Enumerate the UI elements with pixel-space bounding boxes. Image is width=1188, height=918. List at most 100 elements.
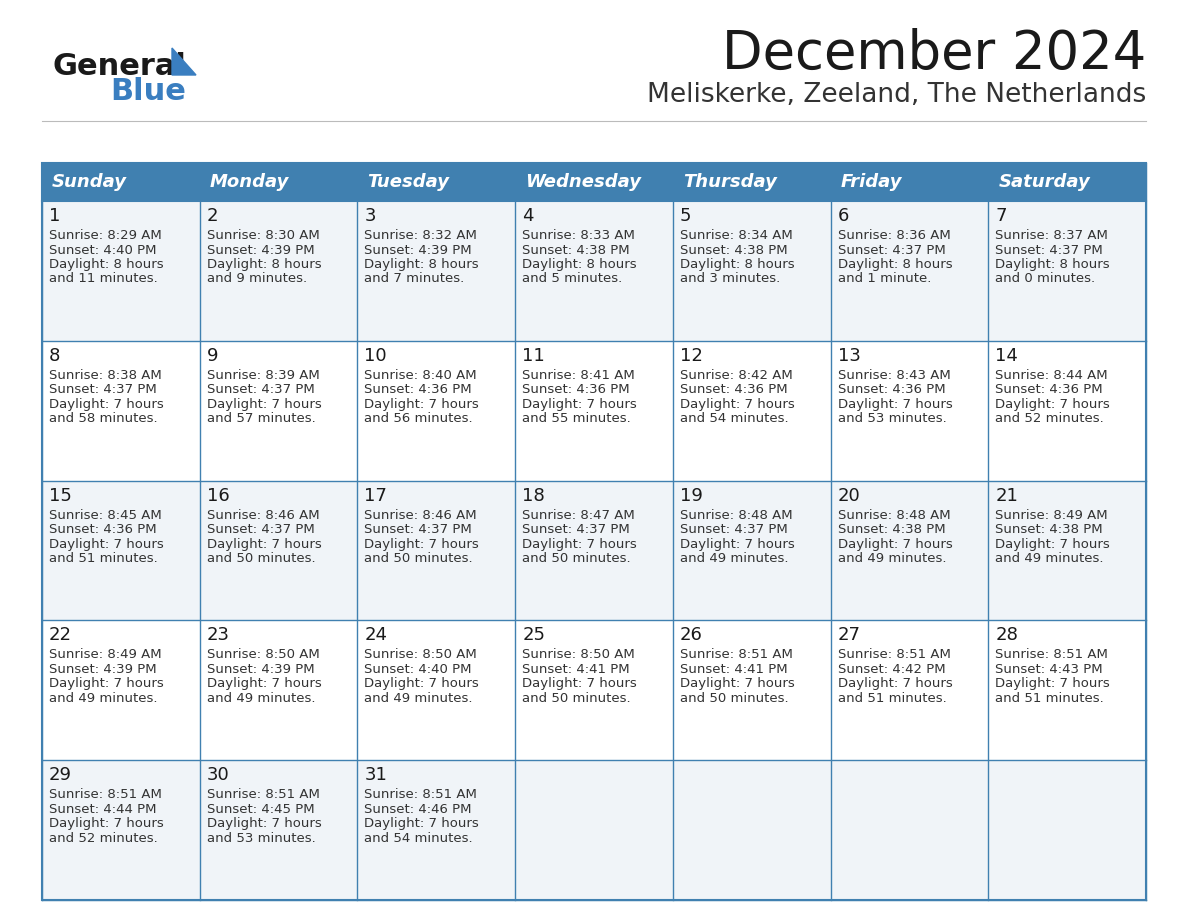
Text: 6: 6 xyxy=(838,207,849,225)
Text: Sunset: 4:37 PM: Sunset: 4:37 PM xyxy=(365,523,472,536)
Text: 19: 19 xyxy=(680,487,703,505)
Text: Sunset: 4:40 PM: Sunset: 4:40 PM xyxy=(49,243,157,256)
Text: and 49 minutes.: and 49 minutes. xyxy=(207,692,315,705)
Text: 24: 24 xyxy=(365,626,387,644)
Text: Daylight: 7 hours: Daylight: 7 hours xyxy=(523,677,637,690)
Bar xyxy=(42,163,1146,900)
Text: Daylight: 8 hours: Daylight: 8 hours xyxy=(365,258,479,271)
Text: Sunset: 4:41 PM: Sunset: 4:41 PM xyxy=(523,663,630,676)
Text: Wednesday: Wednesday xyxy=(525,173,642,191)
Text: December 2024: December 2024 xyxy=(722,28,1146,80)
Text: Sunset: 4:41 PM: Sunset: 4:41 PM xyxy=(680,663,788,676)
Text: Sunrise: 8:51 AM: Sunrise: 8:51 AM xyxy=(838,648,950,661)
Text: Sunset: 4:37 PM: Sunset: 4:37 PM xyxy=(49,384,157,397)
Text: and 51 minutes.: and 51 minutes. xyxy=(838,692,947,705)
Text: and 3 minutes.: and 3 minutes. xyxy=(680,273,781,285)
Bar xyxy=(42,481,1146,621)
Text: and 54 minutes.: and 54 minutes. xyxy=(365,832,473,845)
Text: Sunrise: 8:49 AM: Sunrise: 8:49 AM xyxy=(996,509,1108,521)
Text: 12: 12 xyxy=(680,347,703,364)
Text: Sunset: 4:37 PM: Sunset: 4:37 PM xyxy=(838,243,946,256)
Text: Sunrise: 8:29 AM: Sunrise: 8:29 AM xyxy=(49,229,162,242)
Text: 5: 5 xyxy=(680,207,691,225)
Text: Sunrise: 8:46 AM: Sunrise: 8:46 AM xyxy=(365,509,478,521)
Text: and 49 minutes.: and 49 minutes. xyxy=(838,552,946,565)
Text: Sunrise: 8:45 AM: Sunrise: 8:45 AM xyxy=(49,509,162,521)
Text: Tuesday: Tuesday xyxy=(367,173,449,191)
Text: Daylight: 7 hours: Daylight: 7 hours xyxy=(996,397,1110,410)
Text: Sunrise: 8:32 AM: Sunrise: 8:32 AM xyxy=(365,229,478,242)
Text: Sunset: 4:36 PM: Sunset: 4:36 PM xyxy=(365,384,472,397)
Text: 20: 20 xyxy=(838,487,860,505)
Text: and 0 minutes.: and 0 minutes. xyxy=(996,273,1095,285)
Text: and 9 minutes.: and 9 minutes. xyxy=(207,273,307,285)
Text: and 49 minutes.: and 49 minutes. xyxy=(365,692,473,705)
Text: Sunset: 4:38 PM: Sunset: 4:38 PM xyxy=(680,243,788,256)
Text: Sunset: 4:43 PM: Sunset: 4:43 PM xyxy=(996,663,1102,676)
Text: Sunset: 4:36 PM: Sunset: 4:36 PM xyxy=(838,384,946,397)
Text: and 49 minutes.: and 49 minutes. xyxy=(996,552,1104,565)
Text: Sunset: 4:38 PM: Sunset: 4:38 PM xyxy=(523,243,630,256)
Text: Sunrise: 8:42 AM: Sunrise: 8:42 AM xyxy=(680,369,792,382)
Text: and 50 minutes.: and 50 minutes. xyxy=(680,692,789,705)
Text: Daylight: 7 hours: Daylight: 7 hours xyxy=(49,817,164,830)
Text: Meliskerke, Zeeland, The Netherlands: Meliskerke, Zeeland, The Netherlands xyxy=(646,82,1146,108)
Text: Daylight: 7 hours: Daylight: 7 hours xyxy=(365,817,479,830)
Text: Daylight: 7 hours: Daylight: 7 hours xyxy=(207,677,322,690)
Text: and 1 minute.: and 1 minute. xyxy=(838,273,931,285)
Text: 31: 31 xyxy=(365,767,387,784)
Text: Daylight: 7 hours: Daylight: 7 hours xyxy=(838,677,953,690)
Text: Daylight: 7 hours: Daylight: 7 hours xyxy=(365,677,479,690)
Text: Sunset: 4:44 PM: Sunset: 4:44 PM xyxy=(49,802,157,816)
Text: Daylight: 7 hours: Daylight: 7 hours xyxy=(680,397,795,410)
Text: Sunrise: 8:44 AM: Sunrise: 8:44 AM xyxy=(996,369,1108,382)
Text: Daylight: 7 hours: Daylight: 7 hours xyxy=(49,677,164,690)
Text: Daylight: 7 hours: Daylight: 7 hours xyxy=(680,538,795,551)
Text: Sunrise: 8:50 AM: Sunrise: 8:50 AM xyxy=(523,648,634,661)
Bar xyxy=(42,760,1146,900)
Text: Daylight: 7 hours: Daylight: 7 hours xyxy=(49,397,164,410)
Text: Daylight: 8 hours: Daylight: 8 hours xyxy=(207,258,321,271)
Text: 18: 18 xyxy=(523,487,545,505)
Text: 25: 25 xyxy=(523,626,545,644)
Text: 3: 3 xyxy=(365,207,375,225)
Text: 10: 10 xyxy=(365,347,387,364)
Text: Sunrise: 8:40 AM: Sunrise: 8:40 AM xyxy=(365,369,478,382)
Text: and 51 minutes.: and 51 minutes. xyxy=(996,692,1104,705)
Text: and 55 minutes.: and 55 minutes. xyxy=(523,412,631,425)
Text: Sunrise: 8:47 AM: Sunrise: 8:47 AM xyxy=(523,509,634,521)
Text: Sunset: 4:36 PM: Sunset: 4:36 PM xyxy=(996,384,1102,397)
Text: and 7 minutes.: and 7 minutes. xyxy=(365,273,465,285)
Text: Sunrise: 8:34 AM: Sunrise: 8:34 AM xyxy=(680,229,792,242)
Bar xyxy=(42,341,1146,481)
Text: Sunset: 4:38 PM: Sunset: 4:38 PM xyxy=(838,523,946,536)
Text: Sunrise: 8:51 AM: Sunrise: 8:51 AM xyxy=(996,648,1108,661)
Text: Sunrise: 8:50 AM: Sunrise: 8:50 AM xyxy=(207,648,320,661)
Text: Sunset: 4:39 PM: Sunset: 4:39 PM xyxy=(207,243,315,256)
Text: 30: 30 xyxy=(207,767,229,784)
Text: Sunset: 4:36 PM: Sunset: 4:36 PM xyxy=(49,523,157,536)
Text: Sunrise: 8:48 AM: Sunrise: 8:48 AM xyxy=(680,509,792,521)
Text: and 50 minutes.: and 50 minutes. xyxy=(207,552,315,565)
Text: Daylight: 8 hours: Daylight: 8 hours xyxy=(523,258,637,271)
Text: Sunset: 4:46 PM: Sunset: 4:46 PM xyxy=(365,802,472,816)
Text: and 5 minutes.: and 5 minutes. xyxy=(523,273,623,285)
Text: Daylight: 7 hours: Daylight: 7 hours xyxy=(207,538,322,551)
Text: 2: 2 xyxy=(207,207,219,225)
Text: Daylight: 7 hours: Daylight: 7 hours xyxy=(523,397,637,410)
Text: 11: 11 xyxy=(523,347,545,364)
Text: Sunset: 4:37 PM: Sunset: 4:37 PM xyxy=(680,523,788,536)
Text: Blue: Blue xyxy=(110,77,185,106)
Text: Daylight: 8 hours: Daylight: 8 hours xyxy=(838,258,953,271)
Text: Sunset: 4:45 PM: Sunset: 4:45 PM xyxy=(207,802,315,816)
Text: and 58 minutes.: and 58 minutes. xyxy=(49,412,158,425)
Text: Sunset: 4:36 PM: Sunset: 4:36 PM xyxy=(523,384,630,397)
Text: Daylight: 7 hours: Daylight: 7 hours xyxy=(523,538,637,551)
Text: Sunset: 4:37 PM: Sunset: 4:37 PM xyxy=(207,523,315,536)
Text: Sunrise: 8:39 AM: Sunrise: 8:39 AM xyxy=(207,369,320,382)
Text: Sunrise: 8:51 AM: Sunrise: 8:51 AM xyxy=(365,789,478,801)
Text: 16: 16 xyxy=(207,487,229,505)
Text: 29: 29 xyxy=(49,767,72,784)
Text: Friday: Friday xyxy=(841,173,902,191)
Text: and 57 minutes.: and 57 minutes. xyxy=(207,412,316,425)
